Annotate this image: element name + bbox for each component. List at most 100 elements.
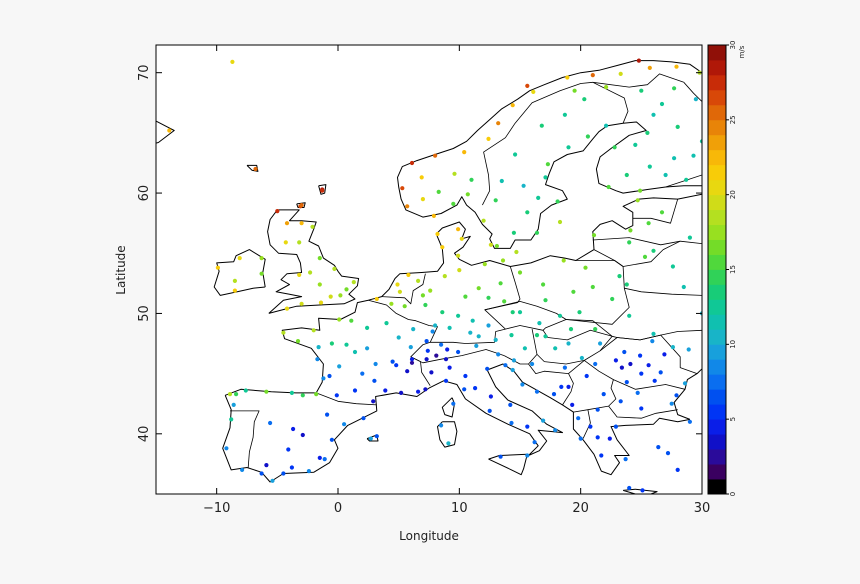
station-163 <box>681 284 686 290</box>
colorbar-segment <box>708 209 726 225</box>
station-129 <box>445 347 450 352</box>
station-290 <box>647 164 652 169</box>
station-258 <box>565 75 570 80</box>
colorbar-segment <box>708 194 726 211</box>
station-64 <box>284 306 290 311</box>
station-21 <box>342 422 347 427</box>
station-46 <box>430 329 435 334</box>
station-210 <box>623 457 628 462</box>
station-142 <box>568 327 574 332</box>
station-166 <box>646 221 651 226</box>
station-22 <box>361 416 366 421</box>
station-58 <box>360 371 365 376</box>
coastline-9 <box>622 488 658 494</box>
station-312 <box>328 294 333 299</box>
station-52 <box>373 361 378 367</box>
colorbar-segment <box>708 464 726 480</box>
station-layer <box>167 58 702 493</box>
station-84 <box>310 224 315 229</box>
station-217 <box>687 419 693 424</box>
country-border-21 <box>592 237 681 246</box>
station-221 <box>447 365 452 370</box>
y-tick-label: 50 <box>137 305 152 322</box>
station-251 <box>436 189 441 194</box>
station-234 <box>443 378 449 383</box>
station-284 <box>539 123 544 128</box>
colorbar-segment <box>708 449 726 465</box>
station-240 <box>429 370 434 375</box>
station-161 <box>659 210 665 215</box>
station-280 <box>604 123 609 128</box>
station-50 <box>405 369 410 374</box>
station-94 <box>397 289 402 294</box>
station-87 <box>344 287 349 292</box>
station-206 <box>576 416 581 421</box>
station-9 <box>224 446 229 451</box>
station-47 <box>424 339 429 344</box>
colorbar-segment <box>708 329 726 345</box>
station-4 <box>289 390 294 395</box>
station-68 <box>351 280 356 285</box>
station-157 <box>583 265 588 270</box>
station-81 <box>215 265 220 270</box>
station-227 <box>446 441 451 446</box>
station-153 <box>617 274 622 279</box>
station-189 <box>639 371 644 376</box>
station-184 <box>613 358 619 363</box>
station-292 <box>672 156 677 161</box>
country-border-5 <box>410 349 505 364</box>
station-69 <box>317 282 322 287</box>
station-275 <box>557 219 563 225</box>
station-24 <box>259 471 264 476</box>
station-16 <box>286 447 291 452</box>
station-55 <box>329 341 334 346</box>
station-2 <box>243 388 248 393</box>
station-113 <box>423 302 428 308</box>
station-56 <box>365 346 370 351</box>
station-207 <box>588 424 593 429</box>
station-287 <box>493 198 498 203</box>
station-291 <box>624 172 629 178</box>
station-143 <box>593 327 598 332</box>
station-254 <box>486 136 491 141</box>
country-border-14 <box>608 405 678 419</box>
station-131 <box>493 337 498 342</box>
station-307 <box>299 203 304 208</box>
station-97 <box>447 325 452 330</box>
station-276 <box>543 175 548 180</box>
coastline-6 <box>437 421 458 448</box>
coastline-14 <box>296 202 306 208</box>
station-263 <box>590 73 595 78</box>
station-232 <box>503 363 508 368</box>
station-305 <box>639 88 644 93</box>
colorbar-segment <box>708 314 726 330</box>
station-12 <box>281 471 286 476</box>
colorbar-segment <box>708 434 726 450</box>
station-205 <box>562 365 568 370</box>
colorbar <box>707 44 727 495</box>
station-201 <box>534 389 540 394</box>
station-169 <box>624 282 629 287</box>
station-159 <box>628 228 633 233</box>
station-140 <box>510 310 515 315</box>
colorbar-unit: m/s <box>738 45 746 58</box>
colorbar-segment <box>708 344 726 360</box>
station-194 <box>584 373 589 379</box>
x-tick-label: 30 <box>694 501 711 516</box>
station-104 <box>456 253 461 258</box>
colorbar-segment <box>708 164 726 181</box>
station-181 <box>646 363 651 368</box>
station-74 <box>284 221 290 226</box>
station-66 <box>318 300 324 305</box>
station-7 <box>231 402 236 407</box>
colorbar-segment <box>708 284 726 300</box>
station-244 <box>409 160 415 166</box>
station-231 <box>485 366 490 371</box>
y-axis: 40 50 60 70 <box>137 64 702 442</box>
station-225 <box>525 453 530 458</box>
station-226 <box>498 454 503 459</box>
station-107 <box>428 288 433 293</box>
station-288 <box>638 188 643 193</box>
station-1 <box>234 392 239 397</box>
